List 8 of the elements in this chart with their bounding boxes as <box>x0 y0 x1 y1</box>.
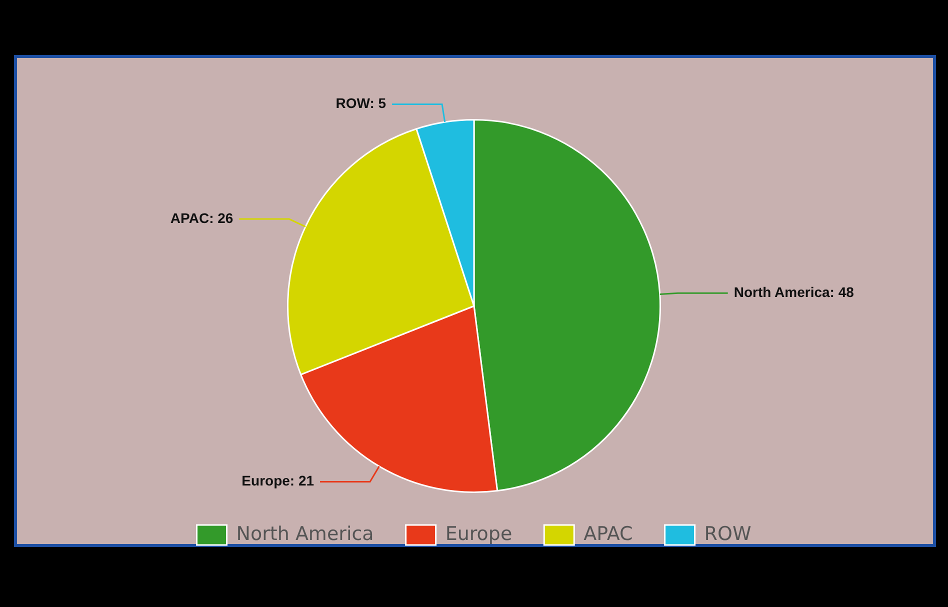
data-label: APAC: 26 <box>170 210 234 226</box>
data-label: Europe: 21 <box>242 472 314 489</box>
data-label: ROW: 5 <box>336 95 386 112</box>
legend-label: APAC <box>584 522 633 545</box>
data-label: North America: 48 <box>734 284 854 300</box>
legend-label: ROW <box>704 522 752 545</box>
legend-label: Europe <box>445 522 512 545</box>
legend-label: North America <box>236 522 374 545</box>
